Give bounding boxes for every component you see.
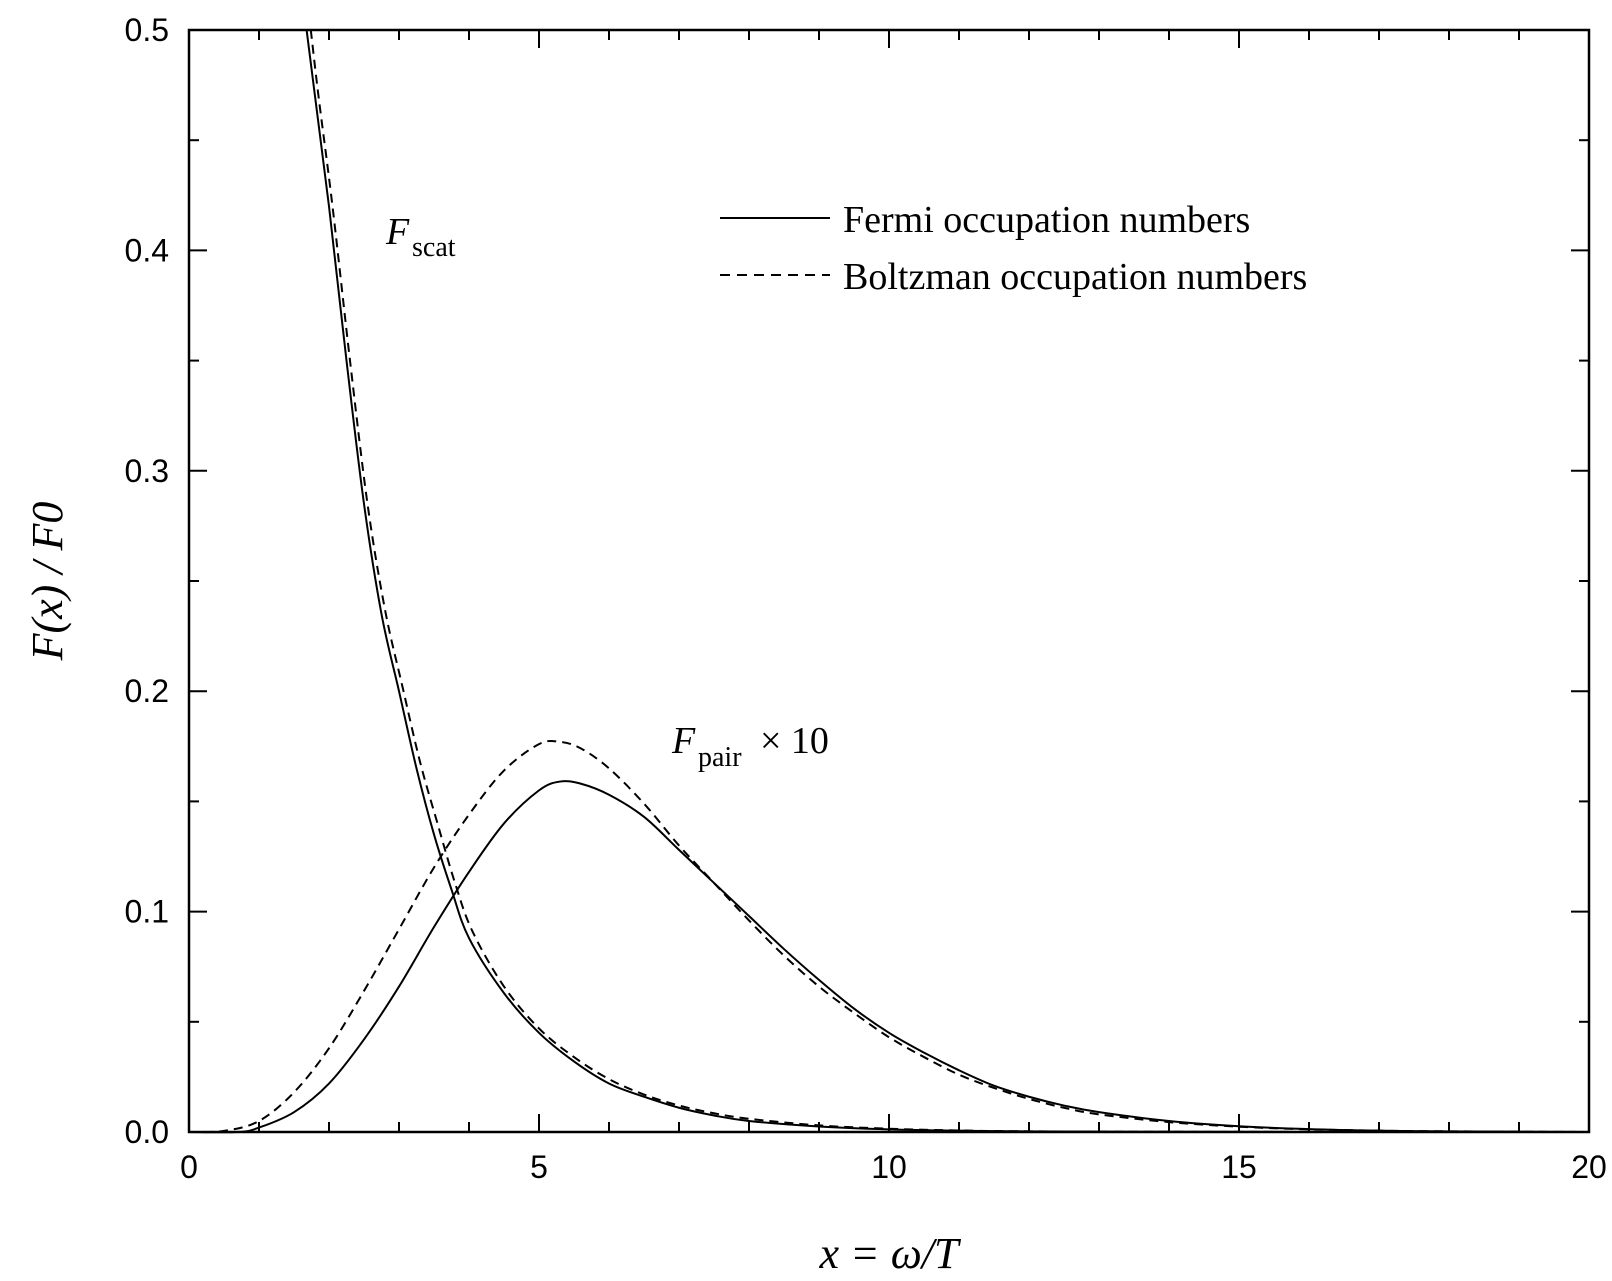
x-tick-label: 5: [530, 1149, 548, 1185]
annotation-f-pair: F pair × 10: [671, 720, 829, 773]
scat-fermi-curve: [305, 29, 1590, 1134]
legend-label-fermi: Fermi occupation numbers: [843, 199, 1250, 241]
annotation-f-scat: F scat: [385, 211, 456, 263]
pair-fermi-curve: [188, 780, 1590, 1134]
y-tick-label: 0.3: [125, 453, 169, 489]
legend-label-boltzman: Boltzman occupation numbers: [843, 256, 1307, 298]
x-tick-label: 15: [1221, 1149, 1257, 1185]
annotation-f-scat-symbol: F: [385, 211, 410, 253]
scat-boltzman-curve: [309, 29, 1590, 1134]
annotation-f-pair-multiplier: × 10: [760, 720, 829, 762]
tick-labels: 0 5 10 15 20 0.0 0.1 0.2 0.3 0.4 0.5: [125, 12, 1607, 1185]
x-axis-title: x = ω/T: [819, 1229, 963, 1278]
plot-frame: [187, 28, 1591, 1134]
y-tick-label: 0.4: [125, 232, 169, 268]
x-tick-label: 20: [1571, 1149, 1607, 1185]
y-tick-label: 0.0: [125, 1114, 169, 1150]
y-tick-label: 0.5: [125, 12, 169, 48]
y-tick-label: 0.1: [125, 894, 169, 930]
y-axis-title: F(x) / F0: [23, 502, 72, 662]
y-tick-label: 0.2: [125, 673, 169, 709]
curves: [188, 29, 1590, 1134]
annotation-f-pair-symbol: F: [671, 720, 696, 762]
annotation-f-pair-subscript: pair: [698, 742, 742, 773]
legend: Fermi occupation numbers Boltzman occupa…: [720, 199, 1307, 298]
pair-boltzman-curve: [188, 739, 1590, 1134]
x-tick-label: 0: [180, 1149, 198, 1185]
annotation-f-scat-subscript: scat: [412, 232, 456, 263]
axis-ticks: [188, 29, 1590, 1133]
x-tick-label: 10: [871, 1149, 907, 1185]
